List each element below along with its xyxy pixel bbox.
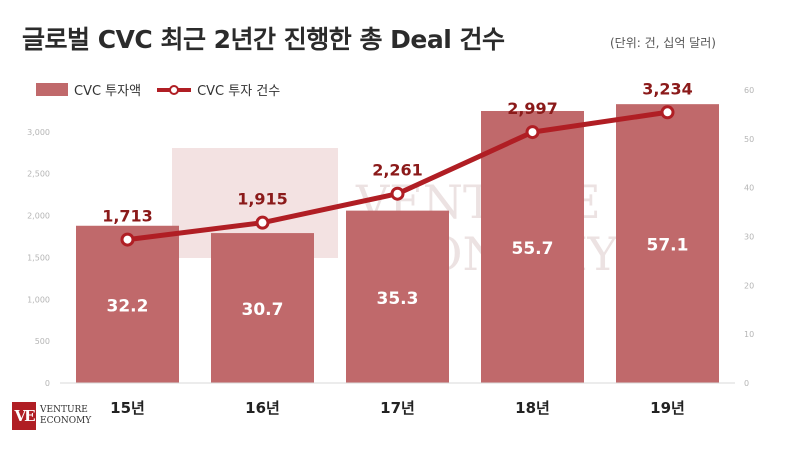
- y-right-tick-label: 60: [744, 86, 754, 95]
- x-tick-label: 18년: [515, 399, 550, 417]
- bar-value-label: 55.7: [512, 239, 554, 259]
- x-tick-label: 19년: [650, 399, 685, 417]
- y-right-tick-label: 30: [744, 233, 754, 242]
- legend-line-label: CVC 투자 건수: [197, 84, 281, 99]
- logo-line1: VENTURE: [40, 405, 88, 415]
- legend-bar-swatch: [36, 83, 68, 96]
- venture-economy-logo: VE VENTURE ECONOMY: [12, 402, 91, 430]
- y-right-tick-label: 10: [744, 330, 754, 339]
- bar-value-label: 35.3: [377, 289, 419, 309]
- bar: [481, 110, 584, 383]
- line-point: [525, 125, 540, 140]
- bar-value-label: 32.2: [107, 296, 149, 316]
- line-value-label: 1,915: [237, 190, 288, 209]
- logo-line2: ECONOMY: [40, 416, 92, 426]
- chart-title: 글로벌 CVC 최근 2년간 진행한 총 Deal 건수: [22, 25, 505, 54]
- line-point: [255, 215, 270, 230]
- y-left-tick-label: 0: [45, 379, 50, 388]
- legend-item-bar: CVC 투자액: [36, 80, 141, 99]
- bar: [76, 225, 179, 383]
- x-tick-label: 15년: [110, 399, 145, 417]
- line-point: [120, 232, 135, 247]
- bar: [346, 210, 449, 383]
- bar-value-label: 30.7: [242, 300, 284, 320]
- line-point: [660, 105, 675, 120]
- line-value-label: 2,997: [507, 99, 558, 118]
- y-left-tick-label: 1,000: [27, 295, 50, 304]
- legend-line-swatch: [157, 83, 192, 97]
- y-left-tick-label: 1,500: [27, 253, 50, 262]
- y-left-tick-label: 2,500: [27, 170, 50, 179]
- legend-item-line: CVC 투자 건수: [157, 80, 280, 99]
- logo-mark: VE: [12, 402, 36, 430]
- line-value-label: 2,261: [372, 161, 423, 180]
- bar: [616, 104, 719, 383]
- line-point: [390, 186, 405, 201]
- bar: [211, 233, 314, 383]
- line-value-label: 3,234: [642, 79, 693, 98]
- y-left-tick-label: 500: [35, 337, 50, 346]
- y-right-tick-label: 20: [744, 281, 754, 290]
- unit-note: (단위: 건, 십억 달러): [610, 36, 716, 50]
- chart-legend: CVC 투자액 CVC 투자 건수: [36, 80, 280, 99]
- y-right-tick-label: 40: [744, 184, 754, 193]
- y-right-tick-label: 0: [744, 379, 749, 388]
- legend-bar-label: CVC 투자액: [74, 84, 142, 99]
- line-value-label: 1,713: [102, 207, 153, 226]
- x-tick-label: 17년: [380, 399, 415, 417]
- y-left-tick-label: 3,000: [27, 128, 50, 137]
- bar-value-label: 57.1: [647, 236, 689, 256]
- y-right-tick-label: 50: [744, 135, 754, 144]
- x-tick-label: 16년: [245, 399, 280, 417]
- y-left-tick-label: 2,000: [27, 212, 50, 221]
